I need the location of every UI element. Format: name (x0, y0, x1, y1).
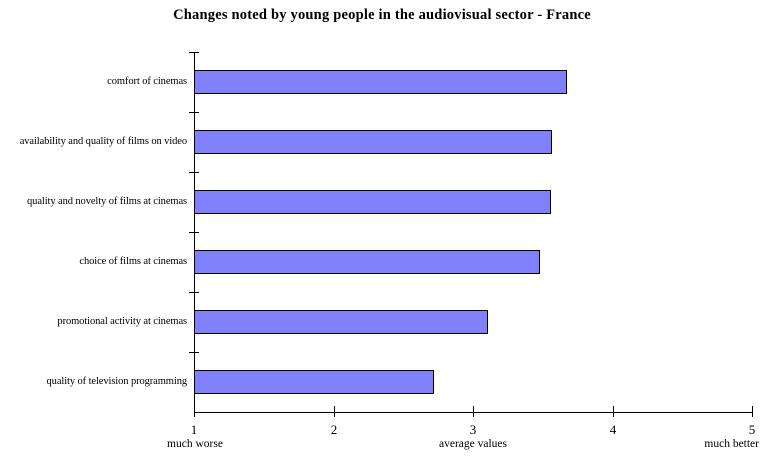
x-axis-tick-label: 1 (190, 422, 198, 437)
y-axis-tick (189, 232, 199, 233)
y-axis-tick (189, 112, 199, 113)
y-axis-tick (189, 352, 199, 353)
x-axis-tick (752, 406, 753, 417)
y-axis-tick (189, 52, 199, 53)
category-label-text: quality and novelty of films at cinemas (27, 196, 187, 207)
category-label: choice of films at cinemas (1, 232, 187, 292)
plot-area (189, 52, 753, 417)
category-label-text: choice of films at cinemas (79, 256, 187, 267)
x-axis-tick-label: 4 (609, 422, 617, 437)
x-axis-tick-labels: 1 2 3 4 5 (0, 422, 764, 438)
category-label: availability and quality of films on vid… (1, 112, 187, 172)
bar-4 (194, 250, 540, 274)
category-label: comfort of cinemas (1, 52, 187, 112)
x-axis-tick-label: 5 (748, 422, 756, 437)
x-axis-tick (194, 406, 195, 417)
category-label-text: comfort of cinemas (107, 76, 187, 87)
x-axis-tick (473, 406, 474, 417)
category-label: quality of television programming (1, 352, 188, 412)
category-label: promotional activity at cinemas (1, 292, 187, 352)
x-axis-annotations: much worse average values much better (0, 438, 764, 454)
category-label-text: promotional activity at cinemas (57, 316, 187, 327)
y-axis-tick (189, 172, 199, 173)
axis-annotation-much-worse: much worse (167, 438, 223, 450)
category-label-text: availability and quality of films on vid… (19, 136, 187, 147)
y-axis-tick (189, 292, 199, 293)
category-axis: comfort of cinemas availability and quali… (1, 52, 187, 412)
bar-3 (194, 190, 551, 214)
chart-title: Changes noted by young people in the aud… (173, 7, 591, 23)
bar-5 (194, 310, 488, 334)
x-axis-tick-label: 3 (469, 422, 477, 437)
x-axis-tick (334, 406, 335, 417)
category-label: quality and novelty of films at cinemas (1, 172, 187, 232)
category-label-text: quality of television programming (46, 376, 188, 387)
axis-annotation-average-values: average values (438, 438, 507, 450)
axis-annotation-much-better: much better (704, 438, 759, 450)
x-axis-tick (613, 406, 614, 417)
bar-2 (194, 130, 552, 154)
x-axis-tick-label: 2 (330, 422, 338, 437)
bar-6 (194, 370, 434, 394)
bar-1 (194, 70, 567, 94)
